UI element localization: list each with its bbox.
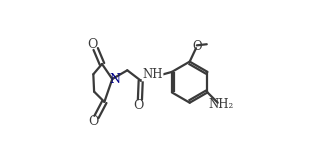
Text: NH₂: NH₂ — [208, 98, 234, 111]
Text: O: O — [133, 99, 143, 112]
Text: N: N — [110, 73, 121, 86]
Text: NH: NH — [142, 68, 163, 81]
Text: O: O — [192, 40, 202, 53]
Text: O: O — [87, 38, 98, 51]
Text: O: O — [88, 115, 98, 128]
